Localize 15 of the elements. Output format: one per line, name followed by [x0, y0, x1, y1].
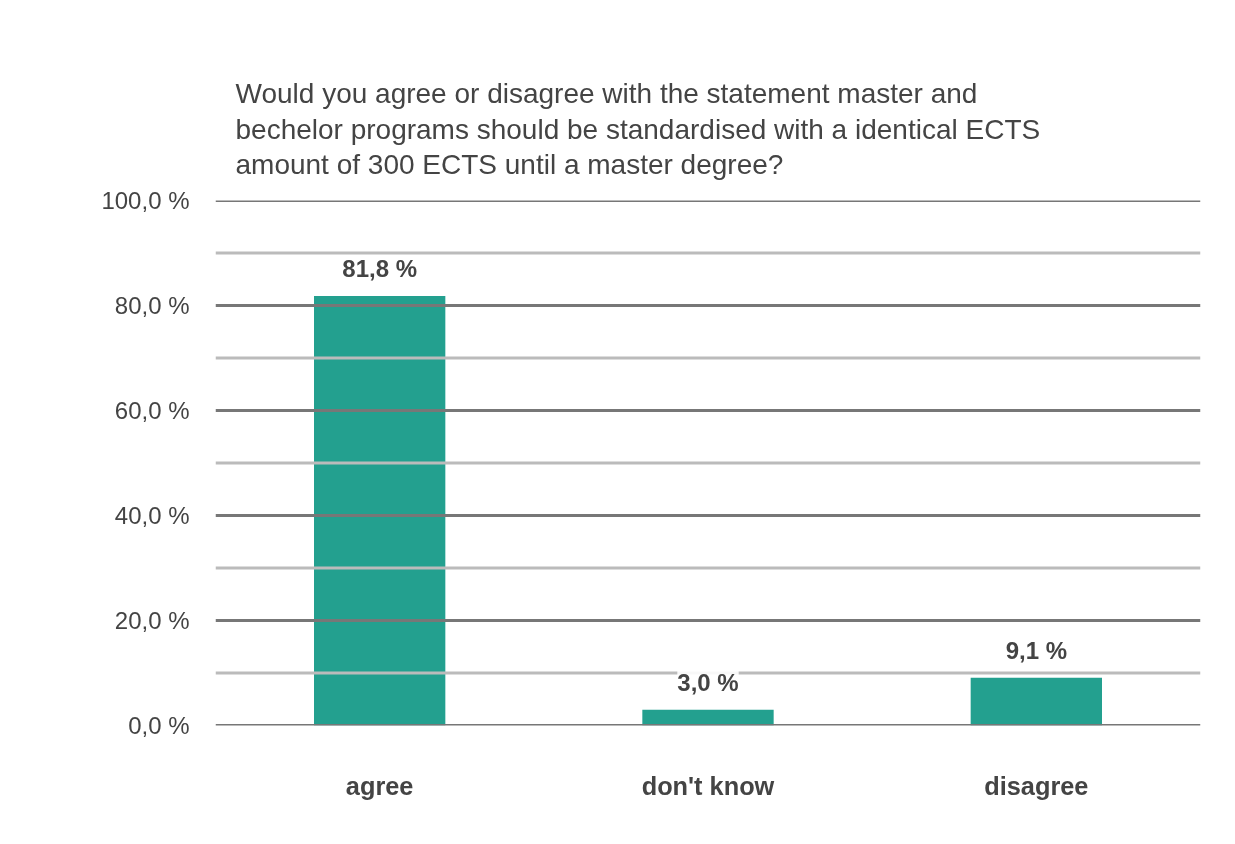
data-label: 81,8 %: [342, 255, 418, 283]
data-label: 3,0 %: [677, 668, 739, 696]
y-tick-label: 0,0 %: [128, 712, 190, 739]
bar: [314, 296, 446, 726]
bar: [970, 677, 1102, 726]
y-tick-label: 100,0 %: [101, 187, 190, 214]
data-label: 9,1 %: [1005, 636, 1068, 664]
x-tick-label: agree: [345, 771, 414, 800]
y-tick-label: 60,0 %: [114, 397, 190, 424]
y-tick-label: 80,0 %: [114, 292, 190, 319]
y-tick-label: 20,0 %: [114, 607, 190, 634]
chart-title: Would you agree or disagree with the statement master and bechelor programs should be standardised with a identical ECTS amount of 300 ECTS until a master degree?: [235, 78, 1041, 181]
x-tick-label: don't know: [641, 771, 775, 800]
x-tick-label: disagree: [984, 771, 1089, 800]
y-tick-label: 40,0 %: [114, 502, 190, 529]
